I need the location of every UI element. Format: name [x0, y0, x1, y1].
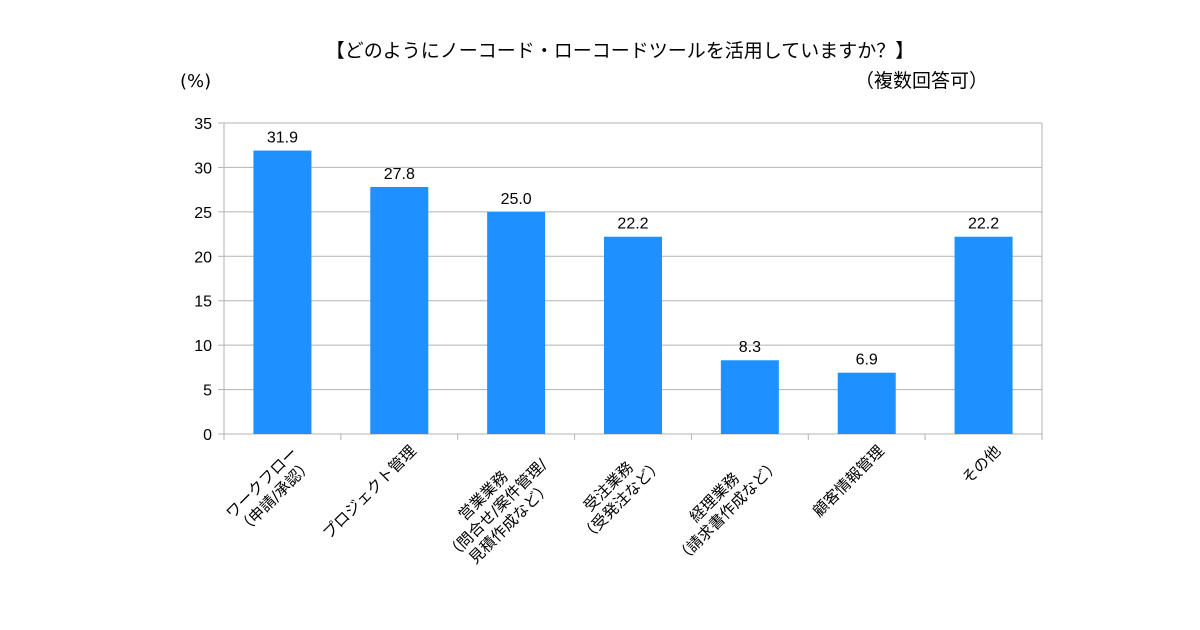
bar — [954, 236, 1013, 434]
y-tick-label: 0 — [203, 427, 212, 444]
bar — [370, 186, 429, 434]
bar — [837, 372, 896, 434]
data-label: 22.2 — [617, 216, 648, 233]
y-tick-label: 15 — [194, 294, 212, 311]
data-label: 27.8 — [384, 166, 415, 183]
y-tick-label: 30 — [194, 160, 212, 177]
y-tick-label: 10 — [194, 338, 212, 355]
chart-subtitle: （複数回答可） — [854, 70, 988, 92]
data-label: 6.9 — [856, 352, 878, 369]
data-label: 31.9 — [267, 130, 298, 147]
y-axis-label: (%) — [180, 71, 212, 92]
y-tick-label: 25 — [194, 205, 212, 222]
bar — [604, 236, 662, 434]
y-tick-label: 20 — [194, 249, 212, 266]
chart-title: 【どのようにノーコード・ローコードツールを活用していますか？】 — [325, 40, 915, 62]
y-tick-label: 35 — [194, 116, 212, 133]
bar — [487, 211, 546, 434]
bar — [720, 360, 779, 434]
data-label: 22.2 — [968, 216, 999, 233]
data-label: 25.0 — [501, 191, 532, 208]
y-tick-label: 5 — [203, 383, 212, 400]
bar — [253, 150, 312, 434]
data-label: 8.3 — [739, 339, 761, 356]
